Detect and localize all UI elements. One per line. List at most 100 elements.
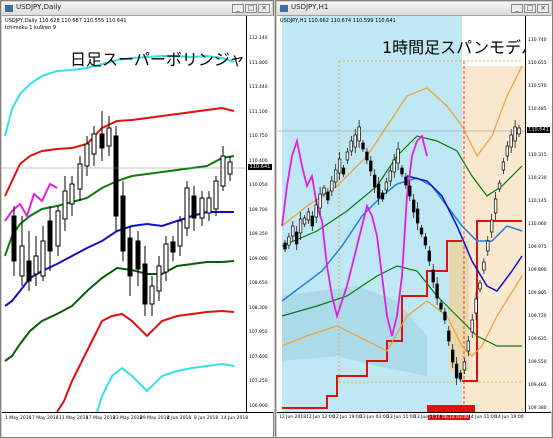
h1-candle-body — [384, 181, 389, 191]
h1-candle-body — [291, 225, 295, 237]
h1-candle-body — [439, 302, 443, 310]
daily-x-tick: 8 Jun 2018 — [194, 416, 219, 421]
h1-price-axis: 110.641 110.740 110.655 110.570 110.485 110.… — [525, 16, 552, 412]
h1-x-tick: 13 Jun 19:00 — [414, 415, 443, 420]
h1-candle-body — [462, 361, 467, 371]
daily-y-tick: 109.700 — [249, 207, 268, 213]
chart-window-icon — [5, 5, 13, 12]
daily-chart-svg — [2, 54, 246, 412]
minimize-button[interactable]: _ — [232, 4, 244, 13]
h1-candle-body — [302, 217, 307, 225]
h1-y-tick: 110.145 — [528, 199, 547, 204]
h1-candle-body — [431, 269, 435, 283]
h1-candle-body — [509, 134, 513, 148]
chikou-span-line — [4, 182, 58, 222]
h1-x-tick: 14 Jun 19:00 — [495, 415, 524, 420]
span-dotted-region — [282, 286, 427, 376]
h1-candle-body — [392, 159, 396, 173]
h1-candle-body — [314, 204, 318, 218]
h1-y-tick: 109.635 — [528, 337, 547, 342]
h1-candle-body — [330, 180, 334, 192]
h1-y-tick: 110.740 — [528, 38, 547, 43]
h1-candle-body — [334, 169, 338, 183]
h1-candle-body — [490, 219, 494, 233]
daily-y-tick: 108.650 — [249, 281, 268, 286]
bollinger-plus2-line — [4, 106, 235, 197]
h1-candle-body — [419, 227, 424, 235]
h1-candle-body — [497, 182, 502, 190]
h1-candle-body — [451, 349, 455, 363]
bollinger-minus3-line — [96, 362, 235, 412]
daily-plot-area[interactable]: USDJPY,Daily 110.628 110.687 110.555 110… — [2, 16, 261, 412]
h1-titlebar[interactable]: USDJPY,H1 _ □ × — [277, 2, 551, 16]
daily-titlebar[interactable]: USDJPY,Daily _ □ × — [2, 2, 272, 16]
green-lower-line — [281, 265, 522, 347]
daily-y-tick: 107.600 — [249, 354, 268, 360]
daily-y-tick: 108.300 — [249, 305, 268, 311]
h1-y-tick: 110.570 — [528, 84, 547, 89]
daily-y-tick: 106.900 — [249, 403, 268, 409]
h1-time-axis: 2018.06.14 03:00 12 Jun 2018 12 Jun 12:00… — [277, 412, 551, 437]
h1-candle-body — [380, 192, 385, 200]
h1-y-tick: 109.550 — [528, 360, 547, 365]
h1-candles — [283, 120, 521, 385]
daily-x-tick: 17 May 2018 — [86, 416, 116, 421]
h1-y-tick: 110.315 — [528, 153, 547, 158]
h1-chart-svg — [277, 16, 525, 412]
daily-y-tick: 111.440 — [249, 85, 268, 90]
h1-candle-body — [369, 160, 373, 172]
h1-candle-body — [361, 142, 365, 150]
h1-y-tick: 110.230 — [528, 176, 547, 181]
daily-x-tick: 4 Jun 2018 — [167, 416, 192, 421]
h1-candle-body — [318, 193, 322, 209]
h1-candle-body — [298, 218, 303, 234]
daily-y-tick: 111.100 — [249, 109, 268, 115]
minimize-button[interactable]: _ — [511, 4, 523, 13]
h1-plot-area[interactable]: USDJPY,H1 110.662 110.674 110.599 110.64… — [277, 16, 537, 412]
h1-candle-body — [408, 185, 412, 197]
h1-y-tick: 109.805 — [528, 291, 547, 296]
h1-candle-body — [283, 242, 287, 250]
h1-candle-body — [287, 236, 291, 246]
daily-x-tick: 11 May 2018 — [59, 416, 89, 421]
maximize-button[interactable]: □ — [245, 4, 257, 13]
daily-chart-window: USDJPY,Daily _ □ × — [0, 0, 274, 438]
h1-candle-body — [466, 340, 470, 352]
h1-candle-body — [458, 372, 463, 380]
h1-x-tick: 13 Jun 03:00 — [360, 415, 389, 420]
daily-x-tick: 29 May 2018 — [140, 416, 170, 421]
h1-y-tick: 109.465 — [528, 383, 547, 388]
h1-x-tick: 14 Jun 11:00 — [468, 415, 497, 420]
h1-candle-body — [388, 170, 392, 182]
h1-candle-body — [376, 183, 381, 199]
h1-candle-body — [486, 240, 490, 252]
daily-y-tick: 109.350 — [249, 232, 268, 237]
h1-candle-body — [454, 363, 459, 379]
h1-candle-body — [400, 167, 404, 175]
maximize-button[interactable]: □ — [524, 4, 536, 13]
h1-candle-body — [427, 250, 431, 262]
daily-y-tick: 109.000 — [249, 256, 268, 262]
bollinger-plus1-line — [4, 155, 235, 257]
h1-candle-body — [365, 151, 369, 161]
h1-candle-body — [412, 199, 416, 213]
close-button[interactable]: × — [537, 4, 549, 13]
bollinger-plus3-line — [4, 54, 235, 137]
bollinger-middle-line — [4, 211, 234, 307]
daily-price-axis: 110.641 112.140 111.800 111.440 111.100 110.… — [246, 16, 274, 412]
h1-x-tick: 12 Jun 2018 — [279, 415, 307, 420]
h1-y-tick: 109.890 — [528, 268, 547, 273]
h1-y-tick: 109.720 — [528, 314, 547, 319]
h1-y-tick: 109.380 — [528, 406, 547, 411]
h1-y-tick: 109.975 — [528, 245, 547, 250]
close-button[interactable]: × — [258, 4, 270, 13]
h1-price-label: 110.641 — [527, 127, 550, 133]
daily-window-title: USDJPY,Daily — [16, 3, 62, 11]
h1-candle-body — [470, 319, 474, 333]
daily-y-tick: 112.140 — [249, 36, 268, 41]
h1-x-tick: 12 Jun 19:00 — [333, 415, 362, 420]
h1-candle-body — [513, 126, 517, 142]
daily-y-tick: 107.950 — [249, 330, 268, 335]
time-highlight-box — [427, 405, 475, 412]
chikou-span-line — [281, 134, 428, 337]
